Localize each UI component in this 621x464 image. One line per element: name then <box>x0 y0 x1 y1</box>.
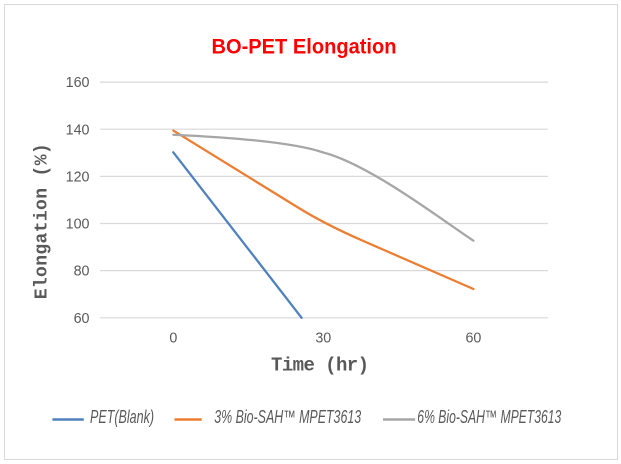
svg-text:6% Bio-SAH™ MPET3613: 6% Bio-SAH™ MPET3613 <box>417 407 561 427</box>
svg-text:Elongation (%): Elongation (%) <box>33 143 53 299</box>
svg-text:3% Bio-SAH™ MPET3613: 3% Bio-SAH™ MPET3613 <box>214 407 361 427</box>
svg-text:60: 60 <box>465 331 481 347</box>
svg-text:80: 80 <box>74 264 90 280</box>
svg-text:Time (hr): Time (hr) <box>271 355 369 377</box>
svg-text:160: 160 <box>66 75 90 91</box>
svg-text:30: 30 <box>315 331 331 347</box>
svg-text:0: 0 <box>169 331 177 347</box>
svg-text:BO-PET Elongation: BO-PET Elongation <box>212 35 397 58</box>
svg-text:PET(Blank): PET(Blank) <box>90 407 154 427</box>
svg-text:140: 140 <box>66 122 90 138</box>
svg-text:100: 100 <box>66 217 90 233</box>
svg-text:120: 120 <box>66 170 90 186</box>
svg-text:60: 60 <box>74 311 90 327</box>
